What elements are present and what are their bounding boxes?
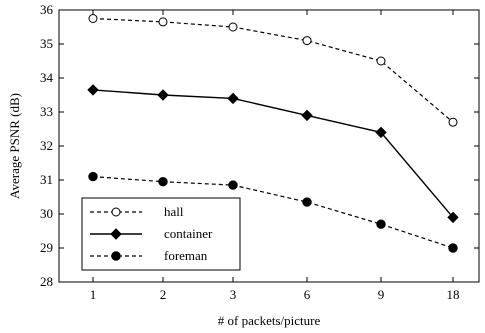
y-axis: 28 29 30 31 32 33 34 35 36 <box>40 2 479 289</box>
data-point-hall <box>158 17 168 27</box>
legend-label-container: container <box>164 226 213 241</box>
data-point-container <box>157 89 169 101</box>
data-point-foreman <box>88 171 98 182</box>
y-tick-label: 35 <box>40 36 53 51</box>
series-hall <box>88 14 458 127</box>
data-point-container <box>227 92 239 105</box>
x-axis: 1 2 3 6 9 18 <box>90 10 460 302</box>
series-foreman <box>88 171 458 253</box>
y-tick-label: 30 <box>40 206 53 221</box>
data-point-foreman <box>302 197 312 207</box>
legend-marker-foreman <box>111 251 121 261</box>
data-point-hall <box>228 22 238 32</box>
data-point-foreman <box>448 243 458 253</box>
y-tick-label: 29 <box>40 240 53 255</box>
data-point-container <box>375 126 387 139</box>
y-tick-label: 36 <box>40 2 54 17</box>
data-point-container <box>447 211 459 224</box>
data-point-hall <box>302 36 312 46</box>
series-layer <box>87 14 459 253</box>
data-point-container <box>87 84 99 96</box>
legend-marker-hall <box>111 207 121 217</box>
x-tick-label: 3 <box>230 287 237 302</box>
x-tick-label: 6 <box>304 287 311 302</box>
x-axis-title: # of packets/picture <box>218 313 321 328</box>
data-point-hall <box>88 14 98 23</box>
y-tick-label: 31 <box>40 172 53 187</box>
x-tick-label: 18 <box>447 287 460 302</box>
legend-marker-container <box>110 228 122 240</box>
x-tick-label: 2 <box>160 287 167 302</box>
y-axis-title: Average PSNR (dB) <box>7 93 22 199</box>
series-line-hall <box>92 17 454 123</box>
data-point-foreman <box>376 219 386 229</box>
x-tick-label: 9 <box>378 287 385 302</box>
series-container <box>87 84 459 224</box>
x-tick-label: 1 <box>90 287 97 302</box>
y-tick-label: 28 <box>40 274 53 289</box>
y-tick-label: 33 <box>40 104 53 119</box>
data-point-foreman <box>158 177 168 187</box>
data-point-foreman <box>228 180 238 190</box>
series-line-foreman <box>92 176 454 249</box>
legend-label-foreman: foreman <box>164 248 208 263</box>
y-tick-label: 34 <box>40 70 54 85</box>
data-point-hall <box>376 56 386 66</box>
legend-label-hall: hall <box>164 204 184 219</box>
y-tick-label: 32 <box>40 138 53 153</box>
series-line-container <box>92 89 454 218</box>
legend: hall container foreman <box>81 197 241 271</box>
data-point-hall <box>448 117 458 127</box>
data-point-container <box>301 109 313 122</box>
